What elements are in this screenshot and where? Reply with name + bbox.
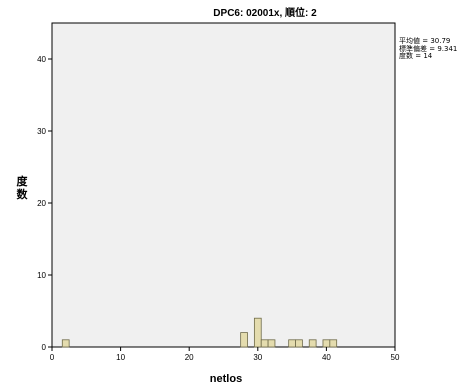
histogram-bar-7 bbox=[308, 339, 317, 348]
y-tick-label: 30 bbox=[37, 127, 46, 136]
stats-n: 度数 = 14 bbox=[399, 52, 433, 60]
x-tick-label: 50 bbox=[391, 353, 400, 362]
x-tick-label: 30 bbox=[253, 353, 262, 362]
x-axis-ticks: 0 10 20 30 40 50 bbox=[50, 347, 400, 362]
bars-group bbox=[61, 317, 338, 348]
y-tick-label: 0 bbox=[42, 343, 47, 352]
y-tick-label: 10 bbox=[37, 271, 46, 280]
plot-area bbox=[51, 22, 396, 348]
y-axis-ticks: 0 10 20 30 40 bbox=[37, 55, 52, 352]
histogram-bar-3 bbox=[260, 339, 269, 348]
y-axis-label: 度数 bbox=[17, 174, 29, 201]
histogram-bar-2 bbox=[253, 317, 262, 348]
stats-box: 平均値 = 30.79 標準偏差 = 9.341 度数 = 14 bbox=[399, 37, 458, 61]
histogram-bar-5 bbox=[288, 339, 296, 348]
histogram-bar-4 bbox=[267, 339, 276, 348]
x-axis-label: netlos bbox=[210, 373, 242, 385]
y-tick-label: 40 bbox=[37, 55, 46, 64]
stats-mean: 平均値 = 30.79 bbox=[399, 37, 451, 45]
stats-sd: 標準偏差 = 9.341 bbox=[399, 44, 458, 53]
histogram-bar-8 bbox=[322, 339, 331, 348]
x-tick-label: 40 bbox=[322, 353, 331, 362]
histogram-bar-9 bbox=[329, 339, 338, 348]
x-tick-label: 0 bbox=[50, 353, 55, 362]
histogram-bar-0 bbox=[61, 339, 70, 348]
histogram-bar-1 bbox=[240, 332, 248, 348]
chart-title: DPC6: 02001x, 順位: 2 bbox=[213, 6, 317, 19]
histogram-bar-6 bbox=[295, 339, 303, 348]
x-tick-label: 20 bbox=[185, 353, 194, 362]
y-tick-label: 20 bbox=[37, 199, 46, 208]
x-tick-label: 10 bbox=[116, 353, 125, 362]
